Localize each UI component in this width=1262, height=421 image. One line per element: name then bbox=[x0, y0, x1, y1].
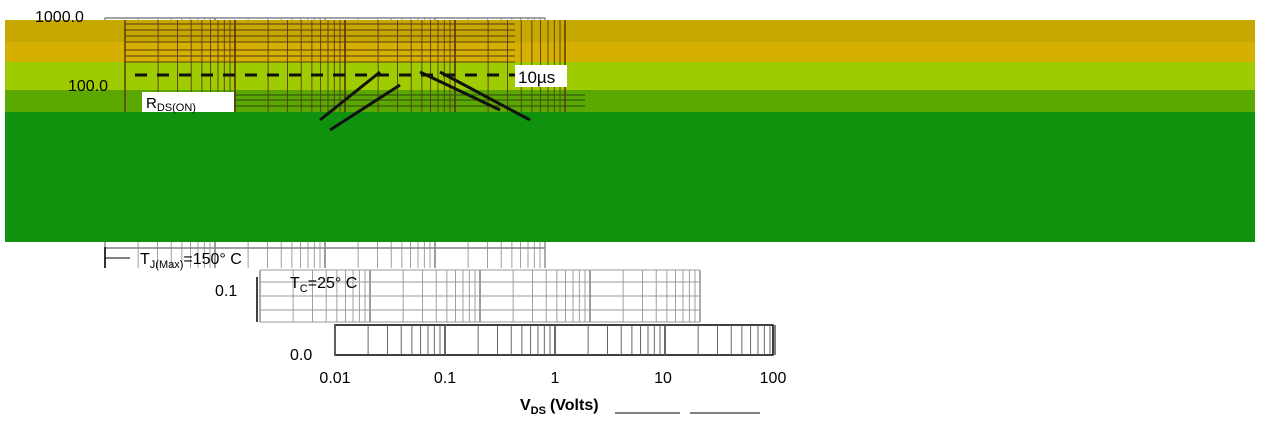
x-tick-label: 10 bbox=[654, 370, 672, 387]
x-axis-title-sub: DS bbox=[531, 405, 546, 417]
x-tick-label: 100 bbox=[760, 370, 787, 387]
svg-text:TC=25° C: TC=25° C bbox=[290, 275, 357, 295]
y-tick-label: 1000.0 bbox=[35, 9, 84, 26]
diagonal-line-1 bbox=[319, 70, 381, 122]
diagonal-line-3 bbox=[419, 70, 501, 112]
tj-value: =150° C bbox=[183, 251, 241, 268]
y-tick-label: 100.0 bbox=[68, 78, 108, 95]
limit-lines bbox=[135, 70, 531, 132]
y-tick-label: 0.0 bbox=[290, 347, 312, 364]
band-top bbox=[5, 20, 1255, 42]
svg-text:VDS(Volts): VDS (Volts) bbox=[520, 397, 599, 417]
rds-annotation: R bbox=[146, 95, 157, 112]
tc-subscript: C bbox=[300, 283, 308, 295]
band-grid-overlay bbox=[124, 20, 585, 112]
middle-grid bbox=[259, 269, 701, 323]
rds-label-box bbox=[142, 92, 234, 112]
svg-text:TJ(Max)=150° C: TJ(Max)=150° C bbox=[140, 251, 242, 271]
rds-subscript: DS(ON) bbox=[157, 102, 196, 114]
x-tick-label: 0.1 bbox=[434, 370, 456, 387]
diagonal-line-4 bbox=[439, 70, 531, 122]
bottom-grid bbox=[334, 324, 776, 356]
band-middle bbox=[5, 62, 1255, 90]
diagonal-line-2 bbox=[329, 83, 401, 132]
tc-value: =25° C bbox=[308, 275, 358, 292]
band-upper bbox=[5, 42, 1255, 62]
y-tick-label: 0.1 bbox=[215, 283, 237, 300]
tc-annotation: T bbox=[290, 275, 300, 292]
x-axis-title-unit: (Volts) bbox=[550, 397, 599, 414]
svg-text:RDS(ON): RDS(ON) bbox=[146, 95, 196, 114]
tj-subscript: J(Max) bbox=[150, 259, 184, 271]
x-axis-title: V bbox=[520, 397, 531, 414]
x-tick-label: 1 bbox=[551, 370, 560, 387]
band-main bbox=[5, 112, 1255, 242]
pulse-annotation: 10µs bbox=[518, 68, 555, 87]
pulse-label-box bbox=[515, 65, 567, 87]
tj-annotation: T bbox=[140, 251, 150, 268]
x-tick-label: 0.01 bbox=[319, 370, 350, 387]
